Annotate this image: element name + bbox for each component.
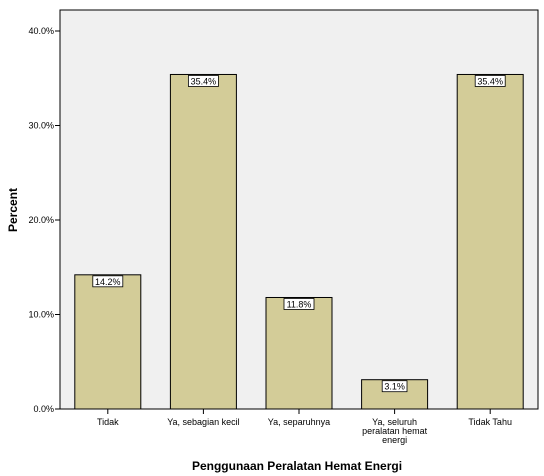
y-axis-title: Percent: [6, 188, 20, 232]
data-label: 3.1%: [384, 382, 405, 392]
data-label-box: [187, 75, 219, 87]
x-tick-label: Ya, sebagian kecil: [167, 417, 239, 427]
y-tick-label: 20.0%: [28, 215, 54, 225]
bars-group: 14.2% 35.4% 11.8% 3.1% 35.4%: [74, 73, 524, 410]
x-axis: Tidak Ya, sebagian kecil Ya, separuhnya Ya,…: [97, 409, 512, 445]
y-tick-label: 40.0%: [28, 26, 54, 36]
data-label-box: [381, 380, 408, 393]
y-axis: 0.0% 10.0% 20.0% 30.0% 40.0%: [28, 26, 60, 414]
data-label: 35.4%: [191, 76, 217, 86]
data-label: 11.8%: [287, 299, 312, 309]
y-tick-label: 30.0%: [28, 121, 54, 131]
x-tick-label: Ya, separuhnya: [268, 417, 330, 427]
data-label-box: [474, 75, 506, 87]
bar: [74, 274, 142, 410]
bar: [456, 73, 524, 410]
x-tick-label: Tidak: [97, 417, 119, 427]
x-axis-title: Penggunaan Peralatan Hemat Energi: [192, 459, 402, 473]
data-label-box: [283, 298, 315, 310]
x-tick-label: Ya, seluruh peralatan hemat energi: [362, 417, 428, 445]
data-label: 14.2%: [95, 277, 121, 287]
y-tick-label: 0.0%: [33, 404, 54, 414]
x-tick-label: Tidak Tahu: [468, 417, 512, 427]
data-label-box: [92, 275, 124, 288]
bar: [265, 296, 333, 410]
y-tick-label: 10.0%: [28, 310, 54, 320]
data-label: 35.4%: [477, 76, 503, 86]
bar: [169, 73, 237, 410]
